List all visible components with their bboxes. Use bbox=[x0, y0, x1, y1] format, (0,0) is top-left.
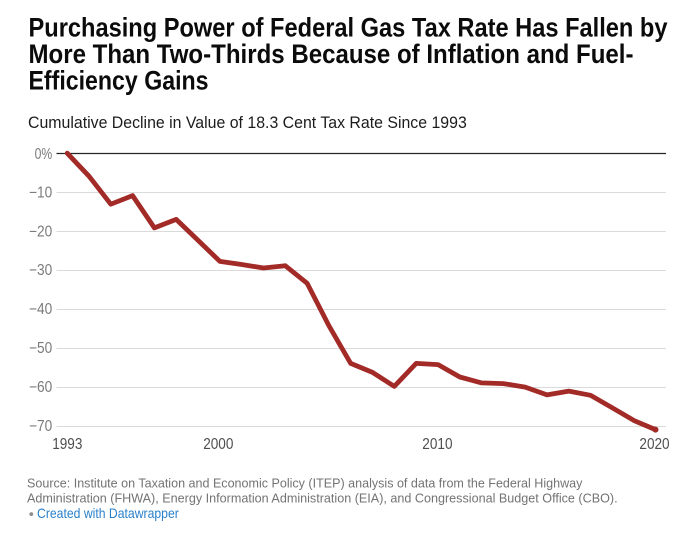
svg-text:−20: −20 bbox=[29, 223, 52, 240]
svg-text:2010: 2010 bbox=[422, 436, 452, 453]
svg-text:More Than Two-Thirds Because o: More Than Two-Thirds Because of Inflatio… bbox=[29, 39, 634, 69]
svg-text:Cumulative Decline in Value of: Cumulative Decline in Value of 18.3 Cent… bbox=[28, 113, 467, 132]
svg-text:−70: −70 bbox=[29, 418, 52, 435]
svg-text:−40: −40 bbox=[29, 301, 52, 318]
svg-text:2020: 2020 bbox=[639, 436, 669, 453]
svg-text:1993: 1993 bbox=[52, 436, 82, 453]
svg-text:−60: −60 bbox=[29, 379, 52, 396]
svg-text:2000: 2000 bbox=[203, 436, 233, 453]
svg-text:−30: −30 bbox=[29, 262, 52, 279]
svg-text:Administration (FHWA), Energy: Administration (FHWA), Energy Informatio… bbox=[27, 490, 618, 505]
svg-text:Purchasing Power of Federal Ga: Purchasing Power of Federal Gas Tax Rate… bbox=[29, 13, 668, 43]
svg-text:−10: −10 bbox=[29, 184, 52, 201]
svg-text:Source: Institute on Taxation: Source: Institute on Taxation and Econom… bbox=[27, 476, 583, 491]
svg-text:−50: −50 bbox=[29, 340, 52, 357]
svg-text:Efficiency Gains: Efficiency Gains bbox=[29, 66, 209, 96]
svg-text:0%: 0% bbox=[35, 146, 53, 163]
svg-text:Created with Datawrapper: Created with Datawrapper bbox=[37, 505, 179, 521]
